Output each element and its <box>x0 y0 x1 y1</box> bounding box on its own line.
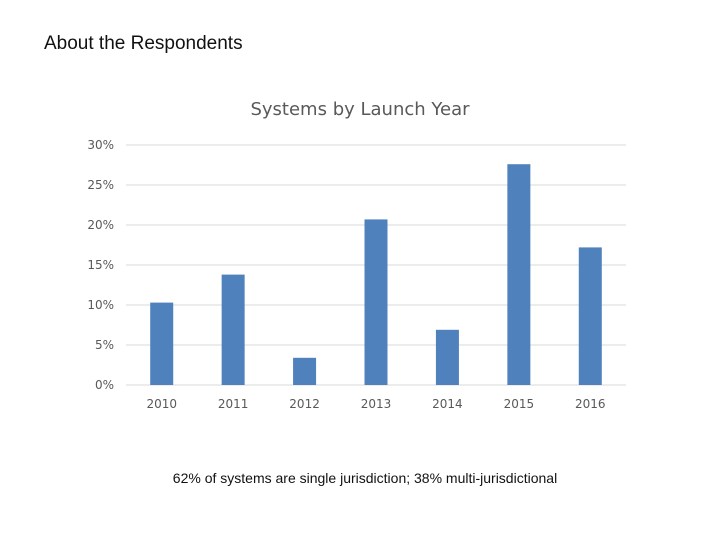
bar-2016 <box>578 247 602 385</box>
slide-title: About the Respondents <box>44 33 243 54</box>
y-tick-label: 10% <box>87 298 114 312</box>
x-tick-label: 2014 <box>432 397 463 411</box>
y-tick-label: 20% <box>87 218 114 232</box>
y-tick-label: 25% <box>87 178 114 192</box>
x-tick-label: 2015 <box>504 397 535 411</box>
bar-2015 <box>507 164 531 385</box>
bar-chart: Systems by Launch Year 0% 5% 10% 15% 20% 25% 3… <box>87 99 626 411</box>
y-tick-label: 0% <box>95 378 114 392</box>
x-axis: 2010 2011 2012 2013 2014 2015 2016 <box>146 397 605 411</box>
bar-2014 <box>435 329 459 385</box>
bar-2013 <box>364 219 388 385</box>
x-tick-label: 2012 <box>289 397 320 411</box>
x-tick-label: 2010 <box>146 397 177 411</box>
bar-2010 <box>150 302 174 385</box>
chart-title: Systems by Launch Year <box>250 99 470 120</box>
x-tick-label: 2016 <box>575 397 606 411</box>
chart-bars <box>150 164 602 385</box>
y-tick-label: 30% <box>87 138 114 152</box>
y-tick-label: 5% <box>95 338 114 352</box>
x-tick-label: 2013 <box>361 397 392 411</box>
y-axis: 0% 5% 10% 15% 20% 25% 30% <box>87 138 114 392</box>
y-tick-label: 15% <box>87 258 114 272</box>
bar-2011 <box>221 274 245 385</box>
x-tick-label: 2011 <box>218 397 249 411</box>
bar-2012 <box>293 357 317 385</box>
slide-caption: 62% of systems are single jurisdiction; … <box>172 470 558 486</box>
